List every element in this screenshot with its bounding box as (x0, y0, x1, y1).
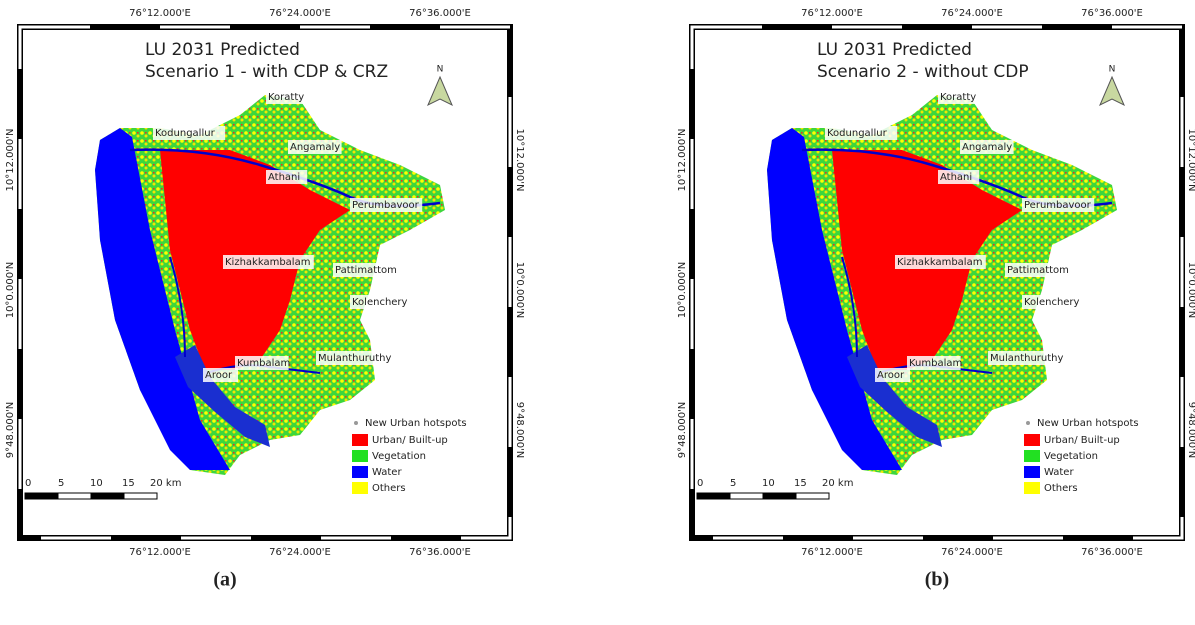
bottom-coordinate: 76°36.000'E (1081, 547, 1143, 558)
legend-swatch (1024, 466, 1040, 478)
scale-label: 0 (25, 478, 31, 489)
place-label: Aroor (877, 370, 905, 381)
scale-label: 5 (58, 478, 64, 489)
legend-swatch (352, 482, 368, 494)
scale-bar-segment (124, 493, 157, 499)
scale-label: 15 (122, 478, 135, 489)
legend-swatch (352, 466, 368, 478)
legend-swatch (1024, 450, 1040, 462)
right-coordinate: 10°0.000'N (1186, 262, 1195, 319)
legend-swatch (1024, 482, 1040, 494)
right-coordinate: 9°48.000'N (514, 402, 525, 459)
legend-label: Urban/ Built-up (1044, 435, 1120, 446)
place-label: Kodungallur (155, 128, 216, 139)
hotspot-legend: New Urban hotspots (365, 418, 467, 429)
place-label: Kolenchery (352, 297, 408, 308)
place-label: Athani (940, 172, 972, 183)
left-coordinate: 10°0.000'N (5, 262, 16, 319)
place-label: Kumbalam (237, 358, 290, 369)
left-coordinate: 10°12.000'N (677, 129, 688, 192)
north-label: N (1109, 65, 1116, 75)
place-label: Kodungallur (827, 128, 888, 139)
right-coordinate: 10°0.000'N (514, 262, 525, 319)
scale-bar-segment (91, 493, 124, 499)
place-label: Mulanthuruthy (318, 353, 392, 364)
place-label: Koratty (940, 92, 976, 103)
hotspot-legend: New Urban hotspots (1037, 418, 1139, 429)
map-title: LU 2031 Predicted (817, 40, 972, 60)
place-label: Aroor (205, 370, 233, 381)
north-label: N (437, 65, 444, 75)
bottom-coordinate: 76°12.000'E (129, 547, 191, 558)
top-coordinate: 76°24.000'E (941, 8, 1003, 19)
scale-label: 20 km (822, 478, 853, 489)
map-subtitle: Scenario 1 - with CDP & CRZ (145, 62, 388, 82)
place-label: Kolenchery (1024, 297, 1080, 308)
place-label: Kizhakkambalam (225, 257, 310, 268)
top-coordinate: 76°36.000'E (1081, 8, 1143, 19)
scale-label: 20 km (150, 478, 181, 489)
scale-label: 10 (90, 478, 103, 489)
left-coordinate: 10°0.000'N (677, 262, 688, 319)
right-coordinate: 9°48.000'N (1186, 402, 1195, 459)
hotspot-symbol (1026, 421, 1030, 425)
bottom-coordinate: 76°24.000'E (269, 547, 331, 558)
map-panel: 76°12.000'E 76°24.000'E 76°36.000'E 76°12.0… (677, 8, 1195, 591)
place-label: Koratty (268, 92, 304, 103)
place-label: Kumbalam (909, 358, 962, 369)
left-coordinate: 10°12.000'N (5, 129, 16, 192)
scale-label: 10 (762, 478, 775, 489)
top-coordinate: 76°12.000'E (129, 8, 191, 19)
map-title: LU 2031 Predicted (145, 40, 300, 60)
figure: 76°12.000'E 76°24.000'E 76°36.000'E 76°12.0… (0, 0, 1195, 625)
top-coordinate: 76°36.000'E (409, 8, 471, 19)
legend-swatch (352, 434, 368, 446)
legend-label: Vegetation (372, 451, 426, 462)
scale-bar-segment (730, 493, 763, 499)
scale-label: 0 (697, 478, 703, 489)
legend-label: Water (1044, 467, 1074, 478)
map-subtitle: Scenario 2 - without CDP (817, 62, 1029, 82)
place-label: Perumbavoor (1024, 200, 1092, 211)
top-coordinate: 76°24.000'E (269, 8, 331, 19)
left-coordinate: 9°48.000'N (5, 402, 16, 459)
legend-label: Others (1044, 483, 1078, 494)
panel-caption: (a) (213, 569, 236, 591)
right-coordinate: 10°12.000'N (514, 129, 525, 192)
place-label: Perumbavoor (352, 200, 420, 211)
scale-bar-segment (763, 493, 796, 499)
scale-label: 15 (794, 478, 807, 489)
panel-caption: (b) (925, 569, 949, 591)
left-coordinate: 9°48.000'N (677, 402, 688, 459)
legend-label: Others (372, 483, 406, 494)
place-label: Angamaly (962, 142, 1012, 153)
bottom-coordinate: 76°24.000'E (941, 547, 1003, 558)
scale-label: 5 (730, 478, 736, 489)
top-coordinate: 76°12.000'E (801, 8, 863, 19)
bottom-coordinate: 76°36.000'E (409, 547, 471, 558)
place-label: Athani (268, 172, 300, 183)
hotspot-symbol (354, 421, 358, 425)
map-panel: 76°12.000'E 76°24.000'E 76°36.000'E 76°12.0… (5, 8, 525, 591)
legend-label: Water (372, 467, 402, 478)
scale-bar-segment (697, 493, 730, 499)
right-coordinate: 10°12.000'N (1186, 129, 1195, 192)
scale-bar-segment (796, 493, 829, 499)
place-label: Kizhakkambalam (897, 257, 982, 268)
place-label: Pattimattom (335, 265, 397, 276)
scale-bar-segment (58, 493, 91, 499)
place-label: Pattimattom (1007, 265, 1069, 276)
scale-bar-segment (25, 493, 58, 499)
legend-label: Vegetation (1044, 451, 1098, 462)
legend-swatch (1024, 434, 1040, 446)
place-label: Mulanthuruthy (990, 353, 1064, 364)
legend-label: Urban/ Built-up (372, 435, 448, 446)
bottom-coordinate: 76°12.000'E (801, 547, 863, 558)
place-label: Angamaly (290, 142, 340, 153)
legend-swatch (352, 450, 368, 462)
